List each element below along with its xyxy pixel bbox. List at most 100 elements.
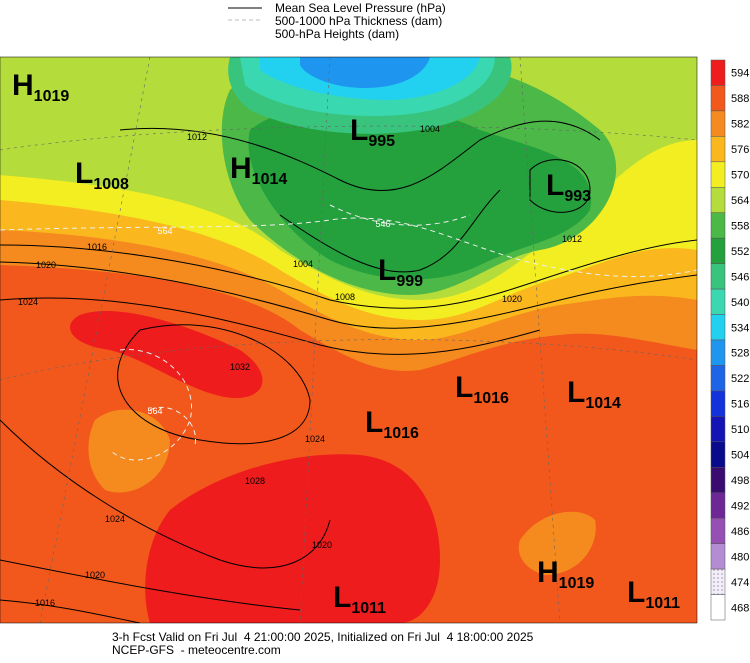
pressure-center: L999 (378, 254, 423, 290)
center-kind: H (537, 556, 559, 589)
center-value: 993 (564, 188, 591, 205)
contour-label: 1016 (35, 598, 55, 608)
pressure-center: L1011 (333, 581, 386, 617)
center-kind: L (546, 169, 564, 202)
center-kind: L (627, 576, 645, 609)
colorbar-label: 576 (731, 144, 749, 156)
center-value: 1008 (93, 176, 129, 193)
contour-label: 1020 (85, 570, 105, 580)
center-kind: L (567, 376, 585, 409)
field (518, 511, 596, 575)
colorbar-label: 468 (731, 602, 749, 614)
colorbar-box (710, 161, 726, 188)
center-value: 1014 (585, 395, 621, 412)
colorbar-box (710, 467, 726, 493)
colorbar: 594 588 582 576 570 564 558 552 546 540 534 528 522 5… (710, 59, 749, 621)
colorbar-label: 570 (731, 170, 749, 182)
center-value: 1019 (34, 88, 70, 105)
footer-text: NCEP-GFS - meteocentre.com (112, 643, 281, 657)
colorbar-box (710, 314, 726, 341)
center-value: 999 (396, 273, 423, 290)
colorbar-box (710, 212, 726, 239)
colorbar-label: 480 (731, 551, 749, 563)
pressure-center: L993 (546, 169, 591, 205)
footer-text: 3-h Fcst Valid on Fri Jul 4 21:00:00 202… (112, 630, 534, 644)
field (145, 454, 441, 623)
contour-label: 564 (147, 406, 162, 416)
contour-label: 1032 (230, 362, 250, 372)
center-kind: H (12, 69, 34, 102)
center-kind: L (365, 406, 383, 439)
colorbar-box (710, 187, 726, 213)
colorbar-box (710, 492, 726, 519)
contour-label: 546 (375, 219, 390, 229)
colorbar-box (710, 59, 726, 86)
colorbar-box (710, 416, 726, 443)
pressure-center: L1016 (365, 406, 419, 442)
colorbar-label: 564 (731, 195, 749, 207)
center-kind: L (333, 581, 351, 614)
center-value: 1011 (351, 600, 386, 617)
pressure-center: H1019 (537, 556, 594, 592)
colorbar-box (710, 543, 726, 570)
colorbar-label: 558 (731, 220, 749, 232)
contour-label: 1028 (245, 476, 265, 486)
contour-label: 1024 (105, 514, 125, 524)
contour-label: 1024 (18, 297, 38, 307)
colorbar-label: 486 (731, 526, 749, 538)
colorbar-box (710, 263, 726, 290)
colorbar-box (710, 365, 726, 392)
center-kind: H (230, 152, 252, 185)
colorbar-box (710, 136, 726, 163)
legend: Mean Sea Level Pressure (hPa)500-1000 hP… (228, 1, 446, 41)
map-frame (0, 56, 698, 624)
center-value: 1016 (383, 425, 419, 442)
center-value: 1016 (473, 390, 509, 407)
colorbar-label: 528 (731, 348, 749, 360)
center-value: 995 (368, 133, 395, 150)
field (70, 310, 263, 399)
colorbar-label: 474 (731, 577, 749, 589)
colorbar-label: 504 (731, 450, 749, 462)
contour-label: 1020 (36, 260, 56, 270)
colorbar-label: 588 (731, 93, 749, 105)
thickness-lines (0, 204, 697, 461)
field (300, 57, 430, 88)
colorbar-box (710, 517, 726, 544)
colorbar-box (710, 441, 726, 468)
graticule (0, 57, 697, 623)
center-kind: L (378, 254, 396, 287)
colorbar-box (710, 85, 726, 112)
colorbar-box (710, 110, 726, 137)
contour-label: 1004 (293, 259, 313, 269)
pressure-center: L1014 (567, 376, 621, 412)
colorbar-label: 492 (731, 500, 749, 512)
colorbar-label: 516 (731, 399, 749, 411)
center-kind: L (75, 157, 93, 190)
contour-label: 1024 (305, 434, 325, 444)
map-fields (0, 57, 697, 623)
pressure-center: L995 (350, 114, 395, 150)
colorbar-label: 552 (731, 246, 749, 258)
center-value: 1011 (645, 595, 680, 612)
center-value: 1014 (252, 171, 288, 188)
contour-label: 1020 (312, 540, 332, 550)
isobars (0, 120, 697, 623)
colorbar-label: 582 (731, 119, 749, 131)
colorbar-box (710, 568, 726, 595)
legend-label: 500-1000 hPa Thickness (dam) (275, 14, 442, 28)
pressure-center: H1014 (230, 152, 287, 188)
pressure-center: L1008 (75, 157, 129, 193)
field (248, 103, 592, 280)
contour-label: 1008 (335, 292, 355, 302)
colorbar-box (710, 288, 726, 315)
colorbar-box (710, 339, 726, 366)
colorbar-box (710, 390, 726, 417)
contour-label: 1020 (502, 294, 522, 304)
contour-label: 564 (157, 226, 172, 236)
center-kind: L (350, 114, 368, 147)
colorbar-label: 594 (731, 68, 749, 80)
pressure-center: H1019 (12, 69, 69, 105)
